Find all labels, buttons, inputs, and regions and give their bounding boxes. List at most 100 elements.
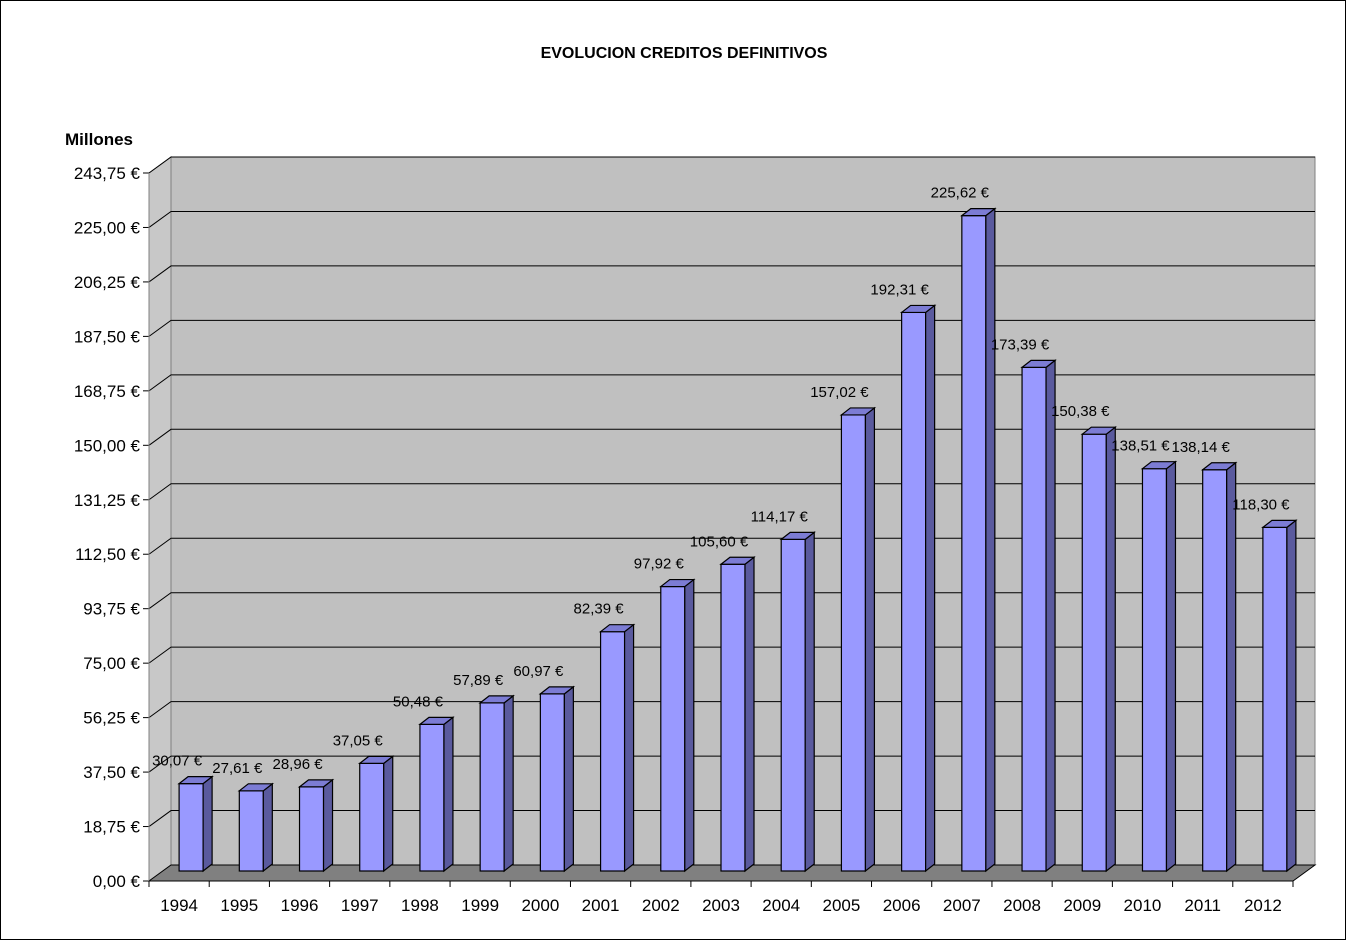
bar-1996 xyxy=(297,778,335,873)
x-tick-label: 2012 xyxy=(1244,896,1282,915)
x-tick-label: 2003 xyxy=(702,896,740,915)
data-label: 150,38 € xyxy=(1051,403,1110,420)
data-label: 138,14 € xyxy=(1171,439,1230,456)
bar-front xyxy=(599,631,626,872)
bar-top xyxy=(779,531,816,540)
bar-top xyxy=(839,407,877,416)
bar-2002 xyxy=(659,578,696,873)
x-tick-label: 2010 xyxy=(1124,896,1162,915)
bar-2006 xyxy=(899,304,937,873)
bar-1997 xyxy=(357,755,395,873)
x-tick-label: 2005 xyxy=(823,896,861,915)
bar-top xyxy=(418,716,455,725)
y-unit-label: Millones xyxy=(65,130,133,149)
bar-side xyxy=(623,623,635,873)
bar-front xyxy=(1081,433,1107,872)
bar-side xyxy=(684,578,695,873)
y-tick-label: 225,00 € xyxy=(74,218,141,237)
bar-side xyxy=(925,304,936,873)
x-tick-label: 2002 xyxy=(642,896,680,915)
bar-2000 xyxy=(538,685,576,873)
bar-2001 xyxy=(598,623,636,873)
data-label: 157,02 € xyxy=(810,384,869,401)
bar-front xyxy=(840,414,867,872)
data-label: 27,61 € xyxy=(212,760,263,777)
bar-2012 xyxy=(1261,519,1298,873)
bar-side xyxy=(503,694,514,873)
y-tick-label: 131,25 € xyxy=(74,491,141,510)
bar-top xyxy=(237,783,275,792)
y-tick-label: 56,25 € xyxy=(83,709,140,728)
x-tick-label: 1998 xyxy=(401,896,439,915)
bar-front xyxy=(780,538,806,872)
data-label: 37,05 € xyxy=(333,732,384,749)
y-tick-label: 75,00 € xyxy=(83,654,140,673)
bar-front xyxy=(359,762,385,872)
bar-2007 xyxy=(960,207,997,873)
data-label: 50,48 € xyxy=(393,693,444,710)
y-tick-label: 37,50 € xyxy=(83,763,140,782)
bar-top xyxy=(538,686,576,695)
data-label: 57,89 € xyxy=(453,672,504,689)
bar-2011 xyxy=(1200,461,1238,873)
gridline xyxy=(148,265,1315,283)
bar-top xyxy=(899,304,937,314)
bar-top xyxy=(1080,426,1118,435)
bar-side xyxy=(744,556,755,873)
x-tick-label: 2000 xyxy=(521,896,559,915)
bar-front xyxy=(1202,469,1228,872)
x-tick-label: 2009 xyxy=(1063,896,1101,915)
data-label: 30,07 € xyxy=(152,753,203,770)
bar-side xyxy=(1286,519,1297,873)
x-tick-label: 1994 xyxy=(160,896,198,915)
bar-2008 xyxy=(1020,359,1057,873)
bar-side xyxy=(804,531,815,873)
bar-side xyxy=(262,782,273,873)
bar-front xyxy=(720,563,746,872)
data-label: 173,39 € xyxy=(991,336,1050,353)
y-tick-label: 0,00 € xyxy=(93,872,141,891)
bar-top xyxy=(960,208,997,217)
y-tick-label: 206,25 € xyxy=(74,273,141,292)
bar-top xyxy=(1200,462,1238,471)
x-tick-label: 1995 xyxy=(220,896,258,915)
bar-front xyxy=(961,215,987,872)
bar-side xyxy=(202,775,213,873)
bar-top xyxy=(177,776,214,785)
data-label: 97,92 € xyxy=(634,556,685,573)
data-label: 138,51 € xyxy=(1111,438,1170,455)
chart-title: EVOLUCION CREDITOS DEFINITIVOS xyxy=(541,45,828,62)
bar-front xyxy=(1262,526,1288,872)
bar-front xyxy=(479,702,505,872)
x-tick-label: 1997 xyxy=(341,896,379,915)
bar-1994 xyxy=(177,775,214,873)
bar-side xyxy=(322,778,334,873)
bar-front xyxy=(178,783,204,872)
data-label: 118,30 € xyxy=(1232,496,1290,513)
bar-2009 xyxy=(1080,425,1118,873)
bar-1999 xyxy=(478,694,515,873)
x-tick-label: 2007 xyxy=(943,896,981,915)
plot-area: 0,00 € 18,75 € 37,50 € 56,25 € 75,00 € 93,75 … xyxy=(74,156,1317,915)
x-tick-label: 2011 xyxy=(1184,896,1221,915)
bar-side xyxy=(443,716,454,873)
bar-side xyxy=(1226,461,1237,873)
data-label: 114,17 € xyxy=(751,508,809,525)
bar-1998 xyxy=(418,716,455,873)
y-tick-label: 243,75 € xyxy=(74,164,141,183)
data-label: 192,31 € xyxy=(870,281,929,298)
bar-2010 xyxy=(1140,460,1178,873)
bar-side xyxy=(1045,359,1056,873)
y-tick-label: 187,50 € xyxy=(74,327,141,346)
bar-top xyxy=(1140,461,1178,470)
x-tick-label: 2006 xyxy=(883,896,921,915)
x-tick-label: 1996 xyxy=(281,896,319,915)
bar-top xyxy=(659,578,696,588)
bar-side xyxy=(985,207,996,873)
bar-side xyxy=(1165,460,1177,873)
bar-side xyxy=(864,406,876,873)
y-tick-label: 93,75 € xyxy=(83,600,140,619)
y-tick-label: 150,00 € xyxy=(74,436,141,455)
